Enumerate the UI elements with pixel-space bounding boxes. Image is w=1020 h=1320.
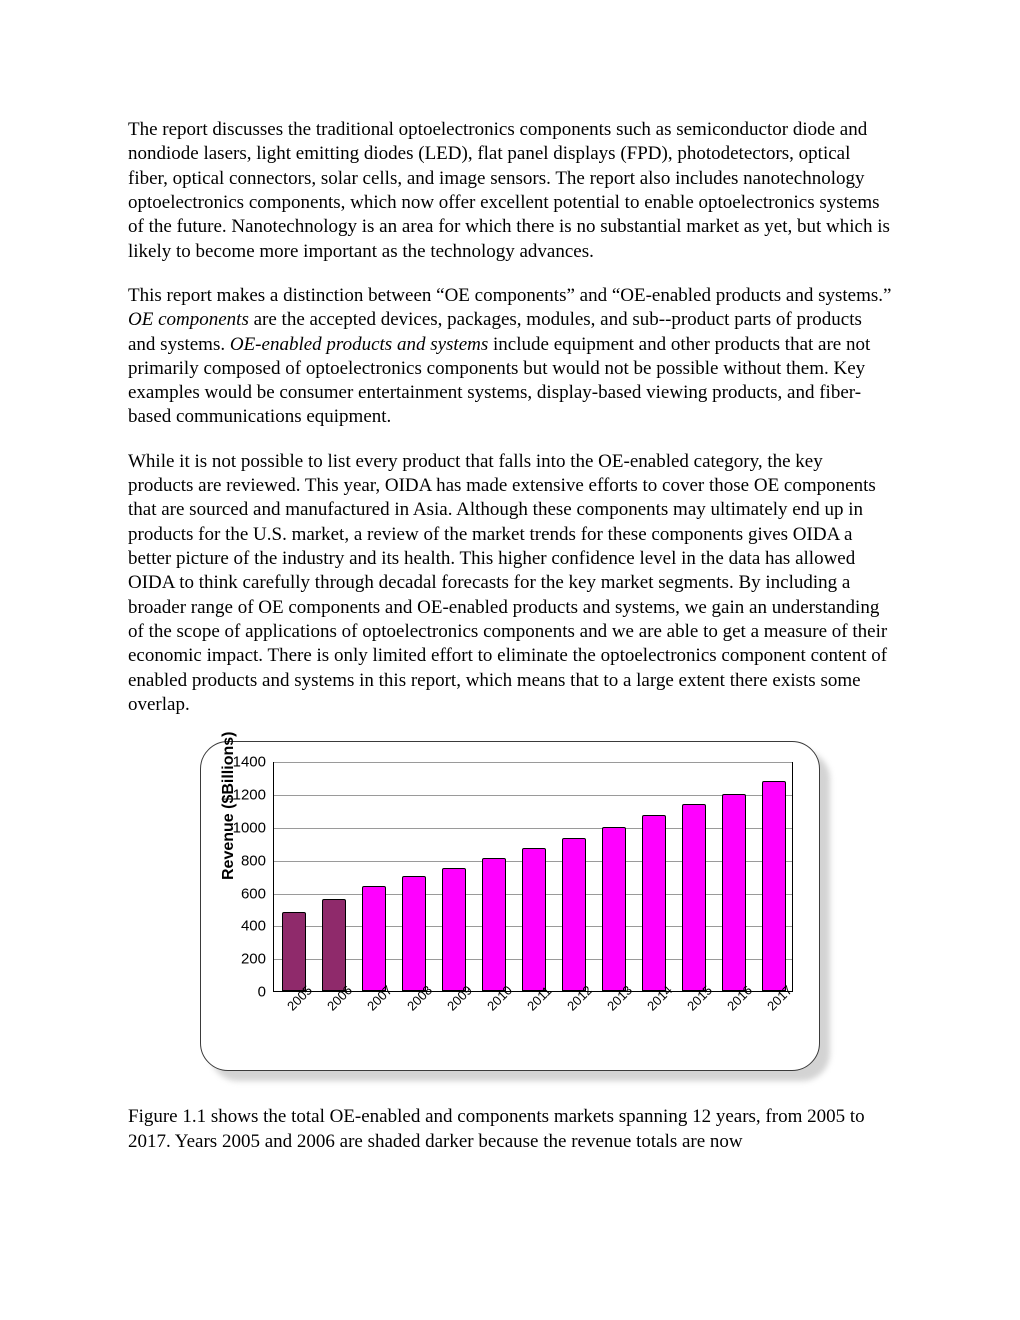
bar (442, 868, 467, 991)
chart-plot-area: 0200400600800100012001400200520062007200… (273, 762, 793, 992)
p2-italic-oe-enabled: OE-enabled products and systems (230, 334, 488, 355)
y-tick-label: 200 (226, 950, 266, 969)
bar (322, 899, 347, 991)
bar (762, 781, 787, 991)
p2-text-a: This report makes a distinction between … (128, 285, 891, 306)
paragraph-4-caption: Figure 1.1 shows the total OE-enabled an… (128, 1105, 892, 1154)
paragraph-1: The report discusses the traditional opt… (128, 118, 892, 264)
chart-panel: Revenue ($Billions) 02004006008001000120… (200, 741, 820, 1071)
bar (362, 886, 387, 991)
y-tick-label: 0 (226, 983, 266, 1002)
bar (282, 912, 307, 991)
bar (562, 838, 587, 991)
y-tick-label: 400 (226, 917, 266, 936)
bar (642, 815, 667, 991)
paragraph-2: This report makes a distinction between … (128, 284, 892, 430)
y-tick-label: 1000 (226, 818, 266, 837)
revenue-chart: Revenue ($Billions) 02004006008001000120… (200, 741, 820, 1071)
plot-border: 0200400600800100012001400200520062007200… (273, 762, 793, 992)
bar (722, 794, 747, 991)
paragraph-3: While it is not possible to list every p… (128, 450, 892, 717)
y-tick-label: 1200 (226, 785, 266, 804)
bar (482, 858, 507, 991)
gridline (274, 828, 792, 829)
bar (682, 804, 707, 991)
bar (522, 848, 547, 991)
y-tick-label: 1400 (226, 753, 266, 772)
gridline (274, 795, 792, 796)
bar (402, 876, 427, 991)
p2-italic-oe-components: OE components (128, 309, 249, 330)
y-tick-label: 600 (226, 884, 266, 903)
bar (602, 827, 627, 991)
y-tick-label: 800 (226, 851, 266, 870)
gridline (274, 762, 792, 763)
